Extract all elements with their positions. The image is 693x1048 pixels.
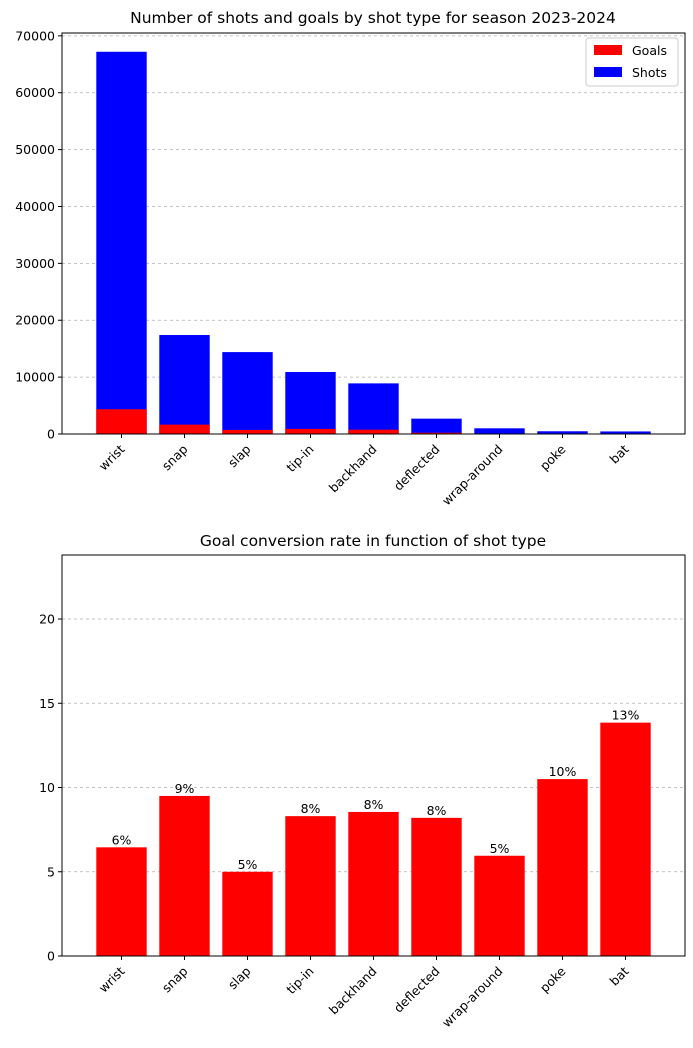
y-tick-label: 60000 xyxy=(15,85,55,100)
bar-shots-backhand xyxy=(348,383,399,434)
y-tick-label: 0 xyxy=(47,427,55,442)
legend-swatch-shots xyxy=(594,67,622,77)
x-tick-label: tip-in xyxy=(283,442,316,475)
y-tick-label: 10 xyxy=(39,780,55,795)
x-tick-label: tip-in xyxy=(283,964,316,997)
bar-shots-wrist xyxy=(96,51,147,435)
chart2-data-labels: 6% 9% 5% 8% 8% 8% 5% 10% 13% xyxy=(112,708,640,872)
data-label: 8% xyxy=(427,803,447,818)
x-tick-label: wrap-around xyxy=(439,964,506,1031)
data-label: 5% xyxy=(238,857,258,872)
x-tick-label: poke xyxy=(537,963,569,995)
x-tick-label: bat xyxy=(607,963,632,988)
chart1-legend: Goals Shots xyxy=(585,37,679,87)
x-tick-label: deflected xyxy=(391,442,443,494)
bar-rate-slap xyxy=(222,871,273,956)
bar-shots-wrap-around xyxy=(474,428,525,434)
bar-shots-snap xyxy=(159,335,210,434)
bar-rate-bat xyxy=(600,722,651,956)
data-label: 13% xyxy=(612,708,640,723)
y-tick-label: 70000 xyxy=(15,28,55,43)
bar-goals-backhand xyxy=(348,429,399,434)
bar-shots-deflected xyxy=(411,418,462,434)
bar-rate-tip-in xyxy=(285,816,336,956)
x-tick-label: wrap-around xyxy=(439,442,506,509)
data-label: 8% xyxy=(301,801,321,816)
chart2-title: Goal conversion rate in function of shot… xyxy=(200,532,546,550)
x-tick-label: backhand xyxy=(326,442,380,496)
bar-shots-bat xyxy=(600,431,651,434)
x-tick-label: deflected xyxy=(391,964,443,1016)
legend-label-shots: Shots xyxy=(632,65,667,80)
chart1-bars xyxy=(96,51,651,435)
x-tick-label: wrist xyxy=(96,963,128,995)
bar-rate-backhand xyxy=(348,811,399,956)
chart1-y-axis: 0 10000 20000 30000 40000 50000 60000 70000 xyxy=(15,28,62,442)
bar-goals-deflected xyxy=(411,432,462,434)
data-label: 5% xyxy=(490,841,510,856)
x-tick-label: backhand xyxy=(326,964,380,1018)
chart-shots-goals: Number of shots and goals by shot type f… xyxy=(15,9,686,508)
chart1-gridlines xyxy=(62,35,685,378)
x-tick-label: poke xyxy=(537,441,569,473)
chart1-x-axis: wrist snap slap tip-in backhand deflectedwrap… xyxy=(96,434,632,508)
y-tick-label: 20 xyxy=(39,612,55,627)
bar-shots-tip-in xyxy=(285,372,336,434)
bar-rate-deflected xyxy=(411,817,462,956)
bar-goals-snap xyxy=(159,424,210,434)
bar-rate-snap xyxy=(159,795,210,956)
data-label: 9% xyxy=(175,781,195,796)
x-tick-label: snap xyxy=(159,441,191,473)
chart2-x-axis: wrist snap slap tip-in backhand deflectedwrap… xyxy=(96,956,632,1030)
legend-label-goals: Goals xyxy=(632,43,667,58)
bar-rate-poke xyxy=(537,779,588,956)
y-tick-label: 40000 xyxy=(15,199,55,214)
bar-goals-wrist xyxy=(96,409,147,434)
x-tick-label: bat xyxy=(607,441,632,466)
x-tick-label: snap xyxy=(159,963,191,995)
bar-rate-wrap-around xyxy=(474,855,525,956)
y-tick-label: 50000 xyxy=(15,142,55,157)
y-tick-label: 0 xyxy=(47,949,55,964)
y-tick-label: 5 xyxy=(47,864,55,879)
x-tick-label: wrist xyxy=(96,441,128,473)
data-label: 6% xyxy=(112,832,132,847)
bar-shots-poke xyxy=(537,431,588,434)
y-tick-label: 15 xyxy=(39,696,55,711)
chart2-y-axis: 0 5 10 15 20 xyxy=(39,612,62,964)
x-tick-label: slap xyxy=(225,963,254,992)
chart1-plot-frame xyxy=(61,32,686,435)
legend-swatch-goals xyxy=(594,45,622,55)
bar-shots-slap xyxy=(222,352,273,434)
y-tick-label: 20000 xyxy=(15,313,55,328)
data-label: 8% xyxy=(364,797,384,812)
chart1-title: Number of shots and goals by shot type f… xyxy=(130,9,616,27)
bar-rate-wrist xyxy=(96,847,147,956)
y-tick-label: 10000 xyxy=(15,370,55,385)
y-tick-label: 30000 xyxy=(15,256,55,271)
chart2-bars xyxy=(96,722,651,956)
bar-goals-tip-in xyxy=(285,428,336,434)
bar-goals-slap xyxy=(222,429,273,434)
chart-conversion-rate: Goal conversion rate in function of shot… xyxy=(39,532,686,1030)
data-label: 10% xyxy=(549,764,577,779)
x-tick-label: slap xyxy=(225,441,254,470)
